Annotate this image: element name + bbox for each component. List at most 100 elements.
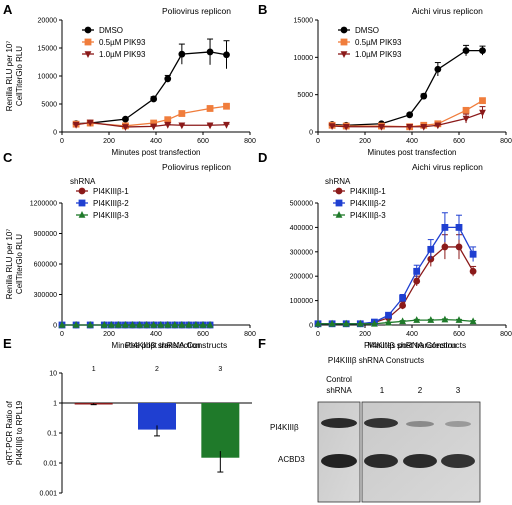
chart-b-xtick-label: 600 xyxy=(453,138,465,145)
chart-d-series-3-point xyxy=(356,319,364,327)
chart-b-series-2-point xyxy=(462,106,470,114)
chart-c-series-3-point xyxy=(199,321,207,328)
chart-c-series-3-point xyxy=(86,321,94,328)
chart-c-xtick-label: 400 xyxy=(150,331,162,338)
chart-b-series-1-legend-marker xyxy=(340,26,348,34)
chart-d-ytick-label: 400000 xyxy=(290,225,313,232)
chart-c-series-1-legend-label: PI4KIIIβ-1 xyxy=(93,187,129,196)
panel-b-label: B xyxy=(258,2,267,17)
chart-a-series-3-line xyxy=(75,121,227,128)
chart-d-xtick-label: 600 xyxy=(453,331,465,338)
chart-d-series-3-point xyxy=(371,319,378,327)
chart-d-series-1-point xyxy=(413,277,421,285)
chart-d-series-2-point xyxy=(413,267,421,275)
chart-b-ytick-label: 5000 xyxy=(297,92,313,99)
chart-a-series-1-point xyxy=(122,115,129,123)
chart-a-ytick-label: 10000 xyxy=(38,74,58,81)
chart-a-series-1-point xyxy=(223,51,230,59)
chart-c-xtick-label: 800 xyxy=(244,331,256,338)
blot-control-label: Control xyxy=(326,375,352,384)
blot-lane-1-label: 1 xyxy=(380,386,385,395)
chart-d-series-3-point xyxy=(469,317,477,325)
chart-d-series-2-line xyxy=(318,226,474,325)
chart-e-ytick-label: 1 xyxy=(53,401,57,408)
chart-b-series-3-line xyxy=(332,111,483,128)
blot-band-2-pi4k xyxy=(406,421,434,427)
chart-a-xtick-label: 200 xyxy=(103,138,115,145)
chart-c-series-1-legend-marker xyxy=(78,187,86,195)
chart-d-series-1-point xyxy=(441,243,449,251)
chart-d-series-1-legend-label: PI4KIIIβ-1 xyxy=(350,187,386,196)
chart-a-series-3-point xyxy=(122,124,129,131)
chart-a-xtick-label: 0 xyxy=(60,138,64,145)
chart-c-series-3-point xyxy=(143,321,150,328)
chart-c-series-3-point xyxy=(100,321,108,328)
chart-a-series-1-line xyxy=(76,51,227,125)
chart-b-series-3-point xyxy=(434,122,442,130)
chart-b-xtick-label: 200 xyxy=(359,138,371,145)
chart-a-series-1-point xyxy=(206,48,214,56)
chart-e-category-3: 3 xyxy=(218,366,222,373)
panel-e-title: PI4KIIIβ shRNA Constructs xyxy=(125,340,227,350)
chart-c-ytick-label: 0 xyxy=(53,323,57,330)
chart-c-series-3-point xyxy=(107,321,115,328)
chart-a-series-2-point xyxy=(150,119,158,127)
chart-a-xtick-label: 600 xyxy=(197,138,209,145)
blot-lanes-strip xyxy=(361,401,481,503)
panel-d-title: Aichi virus replicon xyxy=(412,162,483,172)
chart-a-series-1-point xyxy=(150,95,158,103)
blot-band-control-acbd3 xyxy=(321,454,357,468)
chart-c-series-3-legend-label: PI4KIIIβ-3 xyxy=(93,211,129,220)
blot-lane-2-label: 2 xyxy=(418,386,423,395)
chart-a-ylabel: Renilla RLU per 10⁷ xyxy=(5,41,14,112)
chart-d-series-3-point xyxy=(413,316,421,323)
chart-b-series-2-line xyxy=(332,100,483,128)
chart-a-ytick-label: 0 xyxy=(53,130,57,137)
chart-d-series-1-point xyxy=(399,302,406,309)
blot-control-strip xyxy=(317,401,361,503)
chart-a-series-1-point xyxy=(178,50,186,58)
chart-c-series-3-point xyxy=(122,321,129,328)
chart-b-series-2-legend-label: 0.5µM PIK93 xyxy=(355,38,402,47)
chart-a-series-2-point xyxy=(223,102,230,110)
chart-d-xlabel: Minutes post transfection xyxy=(368,341,457,350)
chart-d-series-2-point xyxy=(399,294,406,302)
chart-c-ytick-label: 900000 xyxy=(34,231,57,238)
blot-band-1-acbd3 xyxy=(364,454,398,468)
chart-c-series-3-point xyxy=(115,321,122,328)
panel-c-title: Poliovirus replicon xyxy=(162,162,231,172)
blot-row-pi4k-label: PI4KIIIβ xyxy=(270,423,299,432)
panel-d-legend-title: shRNA xyxy=(325,177,351,186)
chart-b-series-1-legend-label: DMSO xyxy=(355,26,379,35)
chart-c-ytick-label: 300000 xyxy=(34,292,57,299)
chart-b-xtick-label: 400 xyxy=(406,138,418,145)
chart-e-category-1: 1 xyxy=(92,366,96,373)
chart-b-series-3-point xyxy=(406,123,414,131)
chart-e-ytick-label: 0.1 xyxy=(47,431,57,438)
chart-c-xlabel: Minutes post transfection xyxy=(112,341,201,350)
chart-a-series-3-legend-label: 1.0µM PIK93 xyxy=(99,50,146,59)
chart-b-series-1-point xyxy=(479,47,486,55)
chart-a-xtick-label: 400 xyxy=(150,138,162,145)
chart-d-series-3-legend-marker xyxy=(335,211,343,218)
chart-d-series-3-point xyxy=(441,315,449,323)
chart-d-series-2-point xyxy=(427,245,435,253)
chart-c-series-3-point xyxy=(185,321,193,328)
panel-b-title: Aichi virus replicon xyxy=(412,6,483,16)
chart-d-series-2-point xyxy=(441,224,449,231)
chart-a-ytick-label: 20000 xyxy=(38,18,58,25)
chart-e-ylabel: qRT-PCR Ratio of xyxy=(5,400,14,465)
chart-a-series-3-point xyxy=(223,121,230,129)
chart-d-ytick-label: 500000 xyxy=(290,201,313,208)
chart-b-series-1-point xyxy=(406,111,414,119)
panel-c-legend-title: shRNA xyxy=(70,177,96,186)
chart-c-series-3-legend-marker xyxy=(78,211,86,218)
chart-a-series-1-point xyxy=(164,75,172,83)
chart-b-xtick-label: 800 xyxy=(500,138,512,145)
blot-band-control-pi4k xyxy=(321,418,357,428)
chart-c-series-3-point xyxy=(58,321,66,328)
chart-b-series-1-point xyxy=(462,47,470,55)
chart-d-series-2-legend-marker xyxy=(335,199,343,207)
chart-d-series-3-point xyxy=(399,317,406,325)
